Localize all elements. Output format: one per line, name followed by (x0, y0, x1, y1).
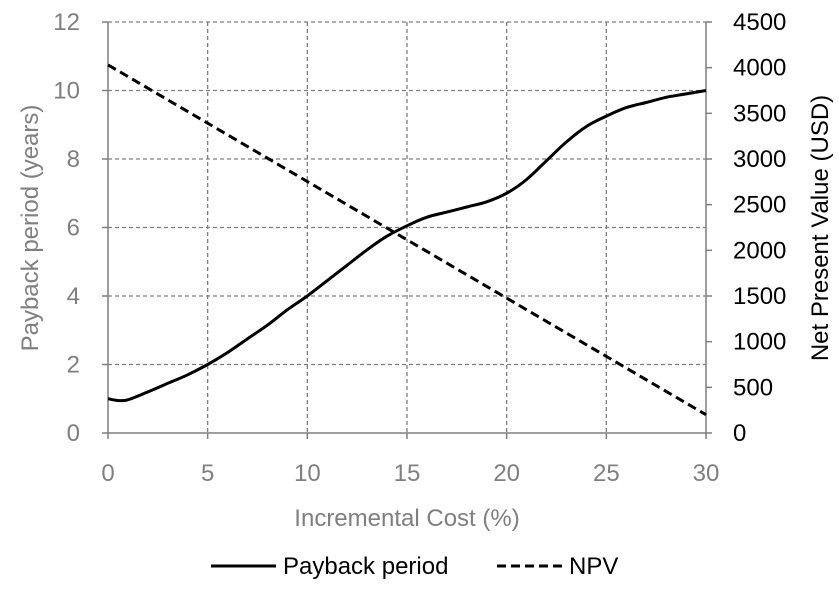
y-axis-title-left: Payback period (years) (17, 105, 44, 352)
y-tick-label-right: 2500 (733, 192, 786, 219)
y-tick-label-left: 2 (67, 352, 80, 379)
y-tick-label-right: 2000 (733, 237, 786, 264)
x-tick-label: 25 (593, 460, 620, 487)
y-tick-label-left: 4 (67, 283, 80, 310)
x-tick-label: 5 (201, 460, 214, 487)
grid-layer (108, 21, 706, 433)
y-tick-label-right: 4500 (733, 9, 786, 36)
y-tick-label-left: 0 (67, 420, 80, 447)
x-tick-label: 15 (394, 460, 421, 487)
series-layer (107, 63, 707, 416)
y-tick-label-right: 3000 (733, 146, 786, 173)
x-axis-title: Incremental Cost (%) (294, 505, 519, 532)
y-tick-label-right: 500 (733, 374, 773, 401)
y-tick-label-left: 8 (67, 146, 80, 173)
x-tick-label: 20 (493, 460, 520, 487)
series-line-payback-period (107, 89, 707, 403)
y-tick-label-right: 3500 (733, 100, 786, 127)
y-tick-label-right: 1000 (733, 329, 786, 356)
tick-labels: 0 5 10 15 20 25 30 0 2 4 6 8 10 12 0 500 1000 1500 2000 250… (53, 9, 786, 487)
legend: Payback period NPV (211, 553, 618, 580)
y-axis-title-right: Net Present Value (USD) (807, 95, 834, 361)
legend-label-payback: Payback period (283, 553, 448, 580)
y-tick-label-right: 0 (733, 420, 746, 447)
series-line-npv (107, 63, 707, 416)
y-tick-label-right: 4000 (733, 55, 786, 82)
y-tick-label-right: 1500 (733, 283, 786, 310)
y-tick-label-left: 12 (53, 9, 80, 36)
x-tick-label: 10 (294, 460, 321, 487)
y-tick-label-left: 10 (53, 78, 80, 105)
x-tick-label: 30 (693, 460, 720, 487)
axes-layer (102, 21, 712, 439)
legend-label-npv: NPV (569, 553, 618, 580)
x-tick-label: 0 (101, 460, 114, 487)
y-tick-label-left: 6 (67, 215, 80, 242)
